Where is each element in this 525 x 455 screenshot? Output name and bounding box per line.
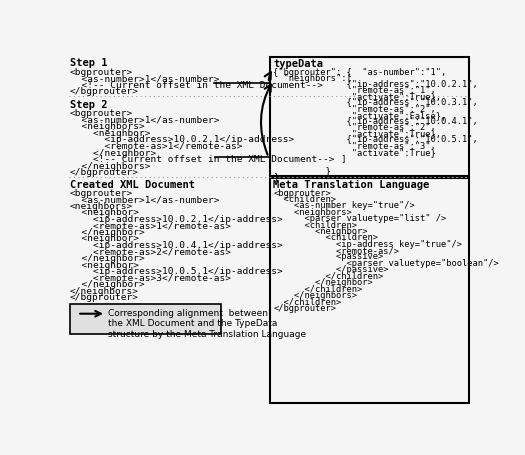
Text: <remote-as>1</remote-as>: <remote-as>1</remote-as> bbox=[69, 142, 242, 151]
Text: <ip-address key="true"/>: <ip-address key="true"/> bbox=[274, 240, 463, 249]
Text: <parser valuetype="boolean"/>: <parser valuetype="boolean"/> bbox=[274, 259, 499, 268]
Text: <neighbor>: <neighbor> bbox=[274, 227, 368, 236]
Text: }: } bbox=[274, 172, 279, 182]
Text: </neighbor>: </neighbor> bbox=[69, 228, 144, 237]
Text: Step 1: Step 1 bbox=[69, 58, 107, 68]
Text: "activate":True}: "activate":True} bbox=[274, 148, 436, 157]
Text: </bgprouter>: </bgprouter> bbox=[69, 168, 139, 177]
Bar bbox=[69, 304, 220, 334]
Text: </bgprouter>: </bgprouter> bbox=[274, 303, 337, 313]
Text: <children>: <children> bbox=[274, 233, 379, 243]
Text: </passive>: </passive> bbox=[274, 265, 389, 274]
Bar bbox=[270, 178, 469, 404]
Text: <children>: <children> bbox=[274, 221, 358, 229]
Text: <!-- Current offset in the XML Document-->: <!-- Current offset in the XML Document-… bbox=[69, 81, 322, 90]
Text: <!-- Current offset in the XML Document-->: <!-- Current offset in the XML Document-… bbox=[69, 155, 334, 164]
Text: typeData: typeData bbox=[274, 59, 323, 69]
Text: {"ip-address":"10.0.4.1",: {"ip-address":"10.0.4.1", bbox=[274, 117, 478, 126]
Text: "activate":True},: "activate":True}, bbox=[274, 129, 442, 138]
Text: <children>: <children> bbox=[274, 195, 337, 204]
Text: <as-number>1</as-number>: <as-number>1</as-number> bbox=[69, 116, 219, 125]
Text: <neighbors>: <neighbors> bbox=[69, 202, 133, 211]
Text: {"bgprouter": {  "as-number":"1",: {"bgprouter": { "as-number":"1", bbox=[274, 68, 447, 77]
Text: <passive>: <passive> bbox=[274, 253, 384, 262]
Text: <ip-address>10.0.4.1</ip-address>: <ip-address>10.0.4.1</ip-address> bbox=[69, 241, 282, 250]
Text: <remote-as>2</remote-as>: <remote-as>2</remote-as> bbox=[69, 248, 230, 257]
Text: {"ip-address":"10.0.2.1",: {"ip-address":"10.0.2.1", bbox=[274, 80, 478, 89]
Text: </neighbor>: </neighbor> bbox=[69, 254, 144, 263]
Text: <ip-address>10.0.5.1</ip-address>: <ip-address>10.0.5.1</ip-address> bbox=[69, 267, 282, 276]
Text: Corresponding alignment  between
the XML Document and the TypeData
structure by : Corresponding alignment between the XML … bbox=[108, 309, 307, 339]
Text: <as-number>1</as-number>: <as-number>1</as-number> bbox=[69, 74, 219, 83]
Text: <as-number key="true"/>: <as-number key="true"/> bbox=[274, 202, 415, 210]
Text: <neighbor>: <neighbor> bbox=[69, 261, 139, 269]
Text: </children>: </children> bbox=[274, 272, 384, 281]
Text: <bgprouter>: <bgprouter> bbox=[69, 68, 133, 77]
Text: </bgprouter>: </bgprouter> bbox=[69, 293, 139, 302]
Text: "activate":False},: "activate":False}, bbox=[274, 111, 447, 120]
Text: </children>: </children> bbox=[274, 297, 342, 306]
Text: <neighbor>: <neighbor> bbox=[69, 234, 139, 243]
Text: <ip-address>10.0.2.1</ip-address>: <ip-address>10.0.2.1</ip-address> bbox=[69, 136, 294, 144]
Text: <remote-as>1</remote-as>: <remote-as>1</remote-as> bbox=[69, 221, 230, 230]
Text: "remote-as":"3",: "remote-as":"3", bbox=[274, 142, 436, 151]
Text: <neighbor>: <neighbor> bbox=[69, 129, 150, 138]
Text: "neighbors":[: "neighbors":[ bbox=[274, 74, 352, 83]
Text: {"ip-address":"10.0.5.1",: {"ip-address":"10.0.5.1", bbox=[274, 136, 478, 144]
Text: Meta Translation Language: Meta Translation Language bbox=[274, 180, 429, 190]
Text: {"ip-address":"10.0.3.1",: {"ip-address":"10.0.3.1", bbox=[274, 98, 478, 107]
Text: ]: ] bbox=[274, 154, 347, 163]
Text: "remote-as":"2",: "remote-as":"2", bbox=[274, 123, 436, 132]
Text: </neighbors>: </neighbors> bbox=[69, 287, 139, 296]
Text: </neighbors>: </neighbors> bbox=[69, 162, 150, 171]
Text: <neighbors>: <neighbors> bbox=[274, 208, 352, 217]
Text: </neighbor>: </neighbor> bbox=[274, 278, 373, 287]
Text: </neighbor>: </neighbor> bbox=[69, 148, 156, 157]
Text: </neighbor>: </neighbor> bbox=[69, 280, 144, 289]
Text: <neighbor>: <neighbor> bbox=[69, 208, 139, 217]
Bar bbox=[270, 57, 469, 176]
Text: <bgprouter>: <bgprouter> bbox=[274, 188, 331, 197]
Text: "remote-as":"1",: "remote-as":"1", bbox=[274, 86, 436, 95]
Text: <remote-as/>: <remote-as/> bbox=[274, 246, 400, 255]
Text: <as-number>1</as-number>: <as-number>1</as-number> bbox=[69, 195, 219, 204]
Text: "remote-as":"2",: "remote-as":"2", bbox=[274, 105, 436, 114]
Text: <bgprouter>: <bgprouter> bbox=[69, 109, 133, 118]
Text: Step 2: Step 2 bbox=[69, 100, 107, 110]
Text: "activate":True},: "activate":True}, bbox=[274, 92, 442, 101]
Text: </bgprouter>: </bgprouter> bbox=[69, 87, 139, 96]
Text: <ip-address>10.0.2.1</ip-address>: <ip-address>10.0.2.1</ip-address> bbox=[69, 215, 282, 224]
Text: }: } bbox=[274, 166, 331, 175]
Text: <parser valuetype="list" />: <parser valuetype="list" /> bbox=[274, 214, 447, 223]
Text: <neighbors>: <neighbors> bbox=[69, 122, 144, 131]
Text: </neighbors>: </neighbors> bbox=[274, 291, 358, 300]
Text: </children>: </children> bbox=[274, 284, 363, 293]
Text: Created XML Document: Created XML Document bbox=[69, 180, 194, 190]
Text: <remote-as>3</remote-as>: <remote-as>3</remote-as> bbox=[69, 273, 230, 283]
Text: <bgprouter>: <bgprouter> bbox=[69, 188, 133, 197]
